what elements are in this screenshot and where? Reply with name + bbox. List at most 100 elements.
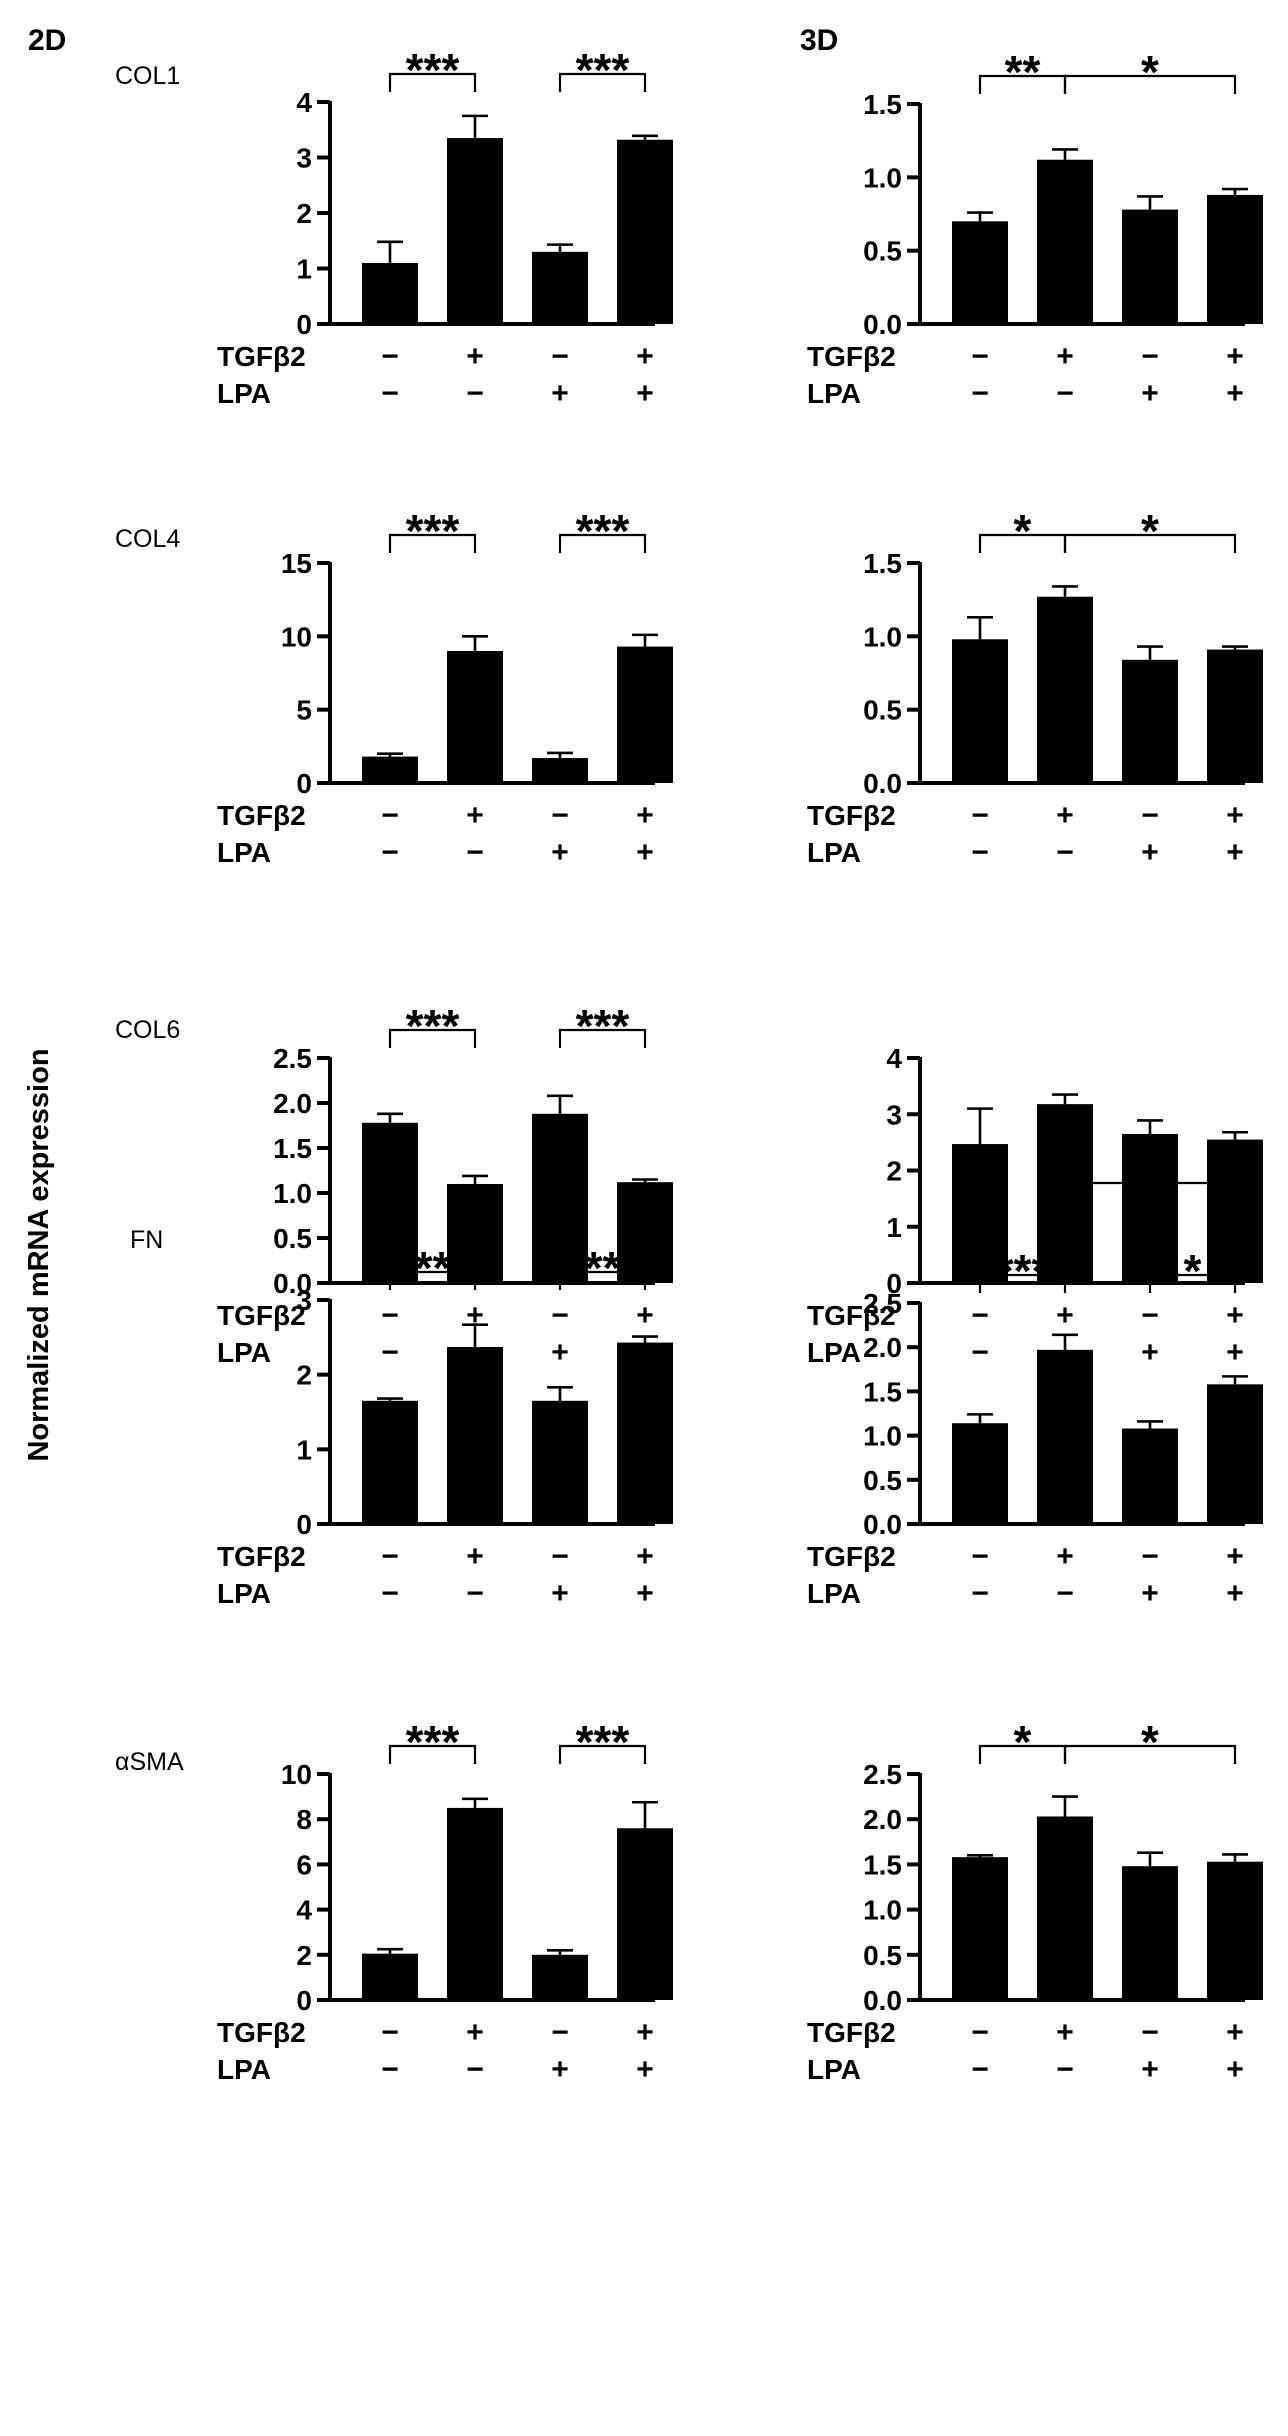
bar xyxy=(1122,659,1178,783)
significance-bracket xyxy=(1063,533,1237,553)
bar xyxy=(1122,1866,1178,2000)
row-label-lpa: LPA xyxy=(217,1337,271,1368)
bar xyxy=(952,221,1008,324)
y-tick-label: 2 xyxy=(886,1156,902,1187)
bar xyxy=(952,1144,1008,1283)
chart-asma-2d: αSMA 0 2 4 6 8 10 *** *** TGFβ2 LPA − − + − − + + + xyxy=(115,1716,673,2086)
lpa-sign: + xyxy=(551,377,569,410)
significance-bracket xyxy=(558,1028,647,1048)
tgfb2-sign: − xyxy=(971,2016,989,2049)
significance-label: * xyxy=(1141,46,1159,98)
y-tick-label: 0.0 xyxy=(863,1985,902,2016)
row-label-lpa: LPA xyxy=(217,2054,271,2085)
y-tick-label: 3 xyxy=(886,1099,902,1130)
chart-col6-2d: COL6 0.0 0.5 1.0 1.5 2.0 2.5 *** *** TGFβ2 LPA − − + −… xyxy=(115,1000,673,1369)
lpa-sign: − xyxy=(381,2053,399,2086)
tgfb2-sign: + xyxy=(1056,1299,1074,1332)
tgfb2-sign: − xyxy=(551,799,569,832)
chart-title: αSMA xyxy=(115,1748,184,1776)
y-tick-label: 3 xyxy=(296,143,312,174)
tgfb2-sign: + xyxy=(1056,1540,1074,1573)
row-label-tgfb2: TGFβ2 xyxy=(807,1300,896,1331)
lpa-sign: − xyxy=(466,377,484,410)
row-label-lpa: LPA xyxy=(807,378,861,409)
lpa-sign: + xyxy=(636,377,654,410)
lpa-sign: − xyxy=(381,1577,399,1610)
y-tick-label: 0 xyxy=(296,1985,312,2016)
significance-label: *** xyxy=(996,1245,1050,1297)
y-tick-label: 0 xyxy=(296,1509,312,1540)
significance-label: *** xyxy=(406,1000,460,1052)
y-tick-label: 4 xyxy=(886,1043,902,1074)
y-tick-label: 0.0 xyxy=(273,1268,312,1299)
lpa-sign: − xyxy=(1056,377,1074,410)
significance-label: *** xyxy=(576,1000,630,1052)
lpa-sign: − xyxy=(381,1336,399,1369)
lpa-sign: + xyxy=(1141,836,1159,869)
panel-header-3d: 3D xyxy=(800,24,838,57)
y-tick-label: 0 xyxy=(296,768,312,799)
row-label-lpa: LPA xyxy=(217,1578,271,1609)
bar xyxy=(1207,1861,1263,2000)
bar xyxy=(532,758,588,783)
bar xyxy=(617,1342,673,1524)
lpa-sign: + xyxy=(1141,1336,1159,1369)
lpa-sign: − xyxy=(466,2053,484,2086)
significance-bracket xyxy=(978,1273,1067,1293)
tgfb2-sign: − xyxy=(381,340,399,373)
bar xyxy=(952,1857,1008,2000)
bar xyxy=(1207,1139,1263,1283)
y-tick-label: 6 xyxy=(296,1849,312,1880)
tgfb2-sign: − xyxy=(551,2016,569,2049)
tgfb2-sign: + xyxy=(636,799,654,832)
bar xyxy=(532,1954,588,2000)
bar xyxy=(1207,649,1263,783)
row-label-tgfb2: TGFβ2 xyxy=(217,1300,306,1331)
lpa-sign: + xyxy=(636,836,654,869)
row-label-tgfb2: TGFβ2 xyxy=(217,2017,306,2048)
bar xyxy=(532,251,588,324)
bar xyxy=(952,1423,1008,1524)
lpa-sign: + xyxy=(1226,1336,1244,1369)
significance-bracket xyxy=(388,533,477,553)
tgfb2-sign: − xyxy=(971,340,989,373)
lpa-sign: + xyxy=(1141,2053,1159,2086)
y-tick-label: 1.5 xyxy=(273,1133,312,1164)
bar xyxy=(617,1182,673,1283)
tgfb2-sign: + xyxy=(1226,340,1244,373)
y-tick-label: 0.0 xyxy=(863,768,902,799)
chart-col1-2d: COL1 0 1 2 3 4 *** *** TGFβ2 LPA − − + − − + + + xyxy=(115,44,673,410)
y-tick-label: 5 xyxy=(296,695,312,726)
tgfb2-sign: − xyxy=(1141,2016,1159,2049)
tgfb2-sign: − xyxy=(551,340,569,373)
lpa-sign: − xyxy=(381,377,399,410)
row-label-lpa: LPA xyxy=(807,1578,861,1609)
lpa-sign: + xyxy=(1226,1577,1244,1610)
lpa-sign: − xyxy=(466,1577,484,1610)
y-tick-label: 2 xyxy=(296,198,312,229)
bar xyxy=(362,1122,418,1283)
bar xyxy=(362,756,418,783)
significance-label: * xyxy=(1014,505,1032,557)
y-tick-label: 1.0 xyxy=(863,162,902,193)
lpa-sign: + xyxy=(551,836,569,869)
significance-bracket xyxy=(388,1270,477,1290)
bar xyxy=(1037,1816,1093,2000)
bar xyxy=(617,646,673,783)
lpa-sign: − xyxy=(971,377,989,410)
chart-fn-2d: FN 0 1 2 3 ** ** TGFβ2 LPA − − + − − + + + xyxy=(130,1226,673,1610)
significance-label: * xyxy=(1141,1716,1159,1768)
bar xyxy=(1207,1384,1263,1524)
lpa-sign: − xyxy=(1056,2053,1074,2086)
lpa-sign: − xyxy=(1056,836,1074,869)
bar xyxy=(532,1400,588,1524)
tgfb2-sign: − xyxy=(1141,340,1159,373)
significance-label: ** xyxy=(415,1242,451,1294)
lpa-sign: + xyxy=(1226,836,1244,869)
y-tick-label: 8 xyxy=(296,1804,312,1835)
chart-col4-3d: 0.0 0.5 1.0 1.5 * * TGFβ2 LPA − − + − − + + + xyxy=(807,505,1263,869)
bar xyxy=(617,139,673,324)
tgfb2-sign: + xyxy=(1056,340,1074,373)
significance-bracket xyxy=(1063,74,1237,94)
